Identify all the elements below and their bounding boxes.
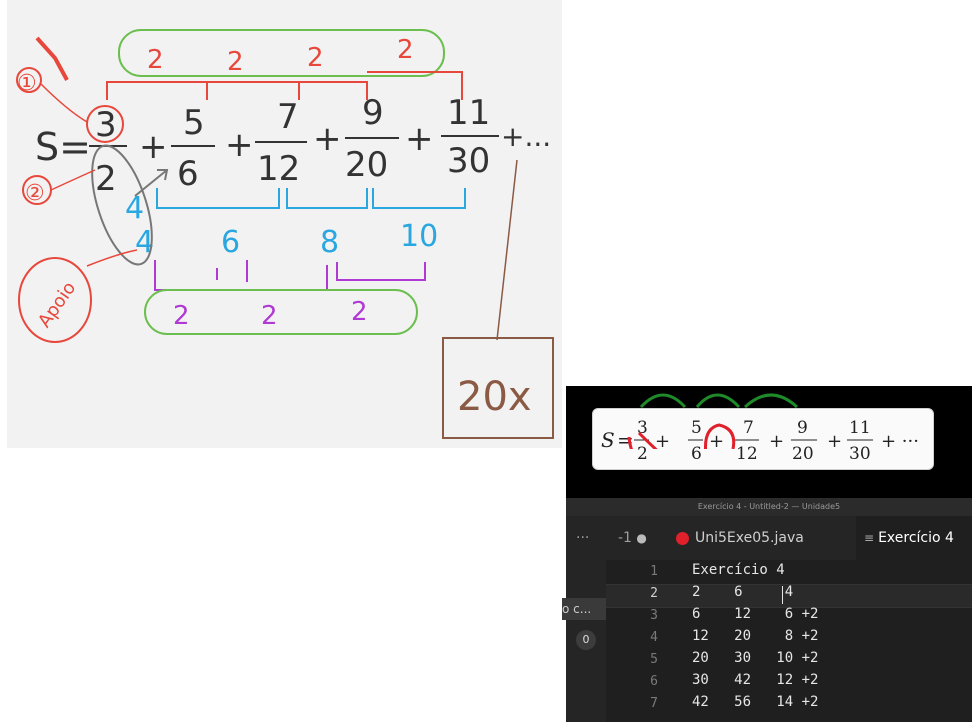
numerator-brackets [106, 71, 463, 100]
den-diff-2: 6 [221, 225, 240, 260]
editor-sidebar: o c... 0 [562, 560, 606, 722]
editor-titlebar: Exercício 4 - Untitled-2 — Unidade5 [566, 498, 972, 516]
formula-plus-1: + [655, 431, 670, 452]
ellipsis: +... [501, 120, 551, 153]
text-file-icon: ≡ [864, 531, 875, 545]
formula-frac5-den: 30 [849, 444, 871, 464]
frac1-num: 3 [95, 105, 117, 145]
frac3-den: 12 [257, 149, 300, 189]
plus-1: + [139, 127, 168, 167]
den-diff-1: 4 [135, 225, 154, 260]
frac4-den: 20 [345, 145, 388, 185]
formula-tail: + ··· [881, 431, 919, 452]
top-diff-bubble [118, 29, 445, 77]
formula-frac3-den: 12 [736, 444, 758, 464]
tab-partial-label: -1 [618, 530, 632, 546]
frac1-den: 2 [95, 159, 117, 199]
pen-mark [35, 36, 69, 81]
formula-frac1-den: 2 [637, 444, 648, 464]
formula-plus-4: + [827, 431, 842, 452]
frac2-den: 6 [177, 154, 199, 194]
sidebar-item-truncated[interactable]: o c... [562, 598, 606, 620]
frac2-num: 5 [183, 103, 205, 143]
formula-frac5-num: 11 [849, 418, 871, 438]
highlight-oval [91, 144, 153, 266]
code-line[interactable]: 20 30 10 +2 [692, 650, 819, 666]
code-editor: Exercício 4 - Untitled-2 — Unidade5 ··· … [562, 498, 972, 722]
formula-frac4-den: 20 [792, 444, 814, 464]
top-diff-2: 2 [227, 47, 244, 77]
line-number: 1 [650, 564, 658, 579]
den-diff-1a: 4 [125, 191, 144, 226]
term-count-box [442, 337, 554, 439]
formula-plus-2: + [709, 431, 724, 452]
line-number: 6 [650, 674, 658, 689]
top-diff-4: 2 [397, 35, 414, 65]
formula-annotations [627, 393, 799, 449]
sidebar-more-button[interactable]: ··· [576, 530, 590, 546]
formula-frac2-num: 5 [691, 418, 702, 438]
tab-java-file-label: Uni5Exe05.java [695, 530, 804, 546]
top-diff-1: 2 [147, 45, 164, 75]
line-number: 4 [650, 630, 658, 645]
note-two: ② [25, 181, 45, 206]
formula-plus-3: + [769, 431, 784, 452]
plus-3: + [313, 119, 342, 159]
formula-frac2-den: 6 [691, 444, 702, 464]
formula-card: S = 3 2 + 5 6 + 7 12 + 9 20 + 11 30 + ··… [592, 393, 934, 470]
tab-active-label: Exercício 4 [878, 530, 954, 546]
plus-2: + [225, 125, 254, 165]
formula-s: S [601, 428, 615, 452]
line-number: 7 [650, 696, 658, 711]
formula-frac3-num: 7 [743, 418, 754, 438]
code-line[interactable]: 6 12 6 +2 [692, 606, 819, 622]
term-count: 20x [457, 374, 532, 420]
line-number: 5 [650, 652, 658, 667]
den-diff-3: 8 [320, 225, 339, 260]
arrow-icon [134, 169, 169, 197]
frac3-num: 7 [277, 97, 299, 137]
tab-java-file[interactable]: Uni5Exe05.java [676, 516, 804, 560]
text-cursor [782, 586, 783, 604]
tab-partial[interactable]: -1 ● [618, 516, 647, 560]
editor-tabbar: ··· -1 ● Uni5Exe05.java ≡ Exercício 4 [566, 516, 972, 560]
second-diff-2: 2 [261, 301, 278, 331]
note-support: Apoio [34, 278, 80, 332]
second-brackets [154, 260, 426, 291]
line-number: 2 [650, 586, 658, 601]
code-line[interactable]: 42 56 14 +2 [692, 694, 819, 710]
code-line[interactable]: Exercício 4 [692, 562, 785, 578]
sidebar-badge[interactable]: 0 [576, 630, 596, 650]
formula-frac4-num: 9 [797, 418, 808, 438]
tab-active-exercicio[interactable]: ≡ Exercício 4 [856, 516, 972, 560]
s-label: S= [35, 125, 91, 169]
frac5-num: 11 [447, 93, 490, 133]
formula-render: S = 3 2 + 5 6 + 7 12 + 9 20 + 11 30 + ··… [601, 418, 919, 464]
sketch-canvas: 2 2 2 2 S= 3 2 + 5 6 + 7 12 + 9 20 + 11 [16, 29, 554, 439]
note-one: ① [17, 71, 37, 96]
code-line[interactable]: 2 6 4 [692, 584, 794, 600]
java-file-icon [676, 531, 689, 545]
current-line-highlight [606, 584, 972, 608]
frac4-num: 9 [362, 93, 384, 133]
formula-frac1-num: 3 [637, 418, 648, 438]
code-line[interactable]: 30 42 12 +2 [692, 672, 819, 688]
frac5-den: 30 [447, 141, 490, 181]
second-diff-3: 2 [351, 297, 368, 327]
line-number: 3 [650, 608, 658, 623]
whiteboard-sketch: 2 2 2 2 S= 3 2 + 5 6 + 7 12 + 9 20 + 11 [7, 0, 562, 448]
den-diff-4: 10 [400, 219, 438, 254]
denominator-brackets [156, 188, 466, 209]
numerator-circle [86, 105, 124, 143]
second-diff-1: 2 [173, 301, 190, 331]
formula-panel: S = 3 2 + 5 6 + 7 12 + 9 20 + 11 30 + ··… [566, 386, 972, 498]
plus-4: + [405, 119, 434, 159]
code-line[interactable]: 12 20 8 +2 [692, 628, 819, 644]
second-diff-bubble [144, 289, 418, 335]
top-diff-3: 2 [307, 43, 324, 73]
unsaved-dot-icon: ● [636, 531, 647, 545]
